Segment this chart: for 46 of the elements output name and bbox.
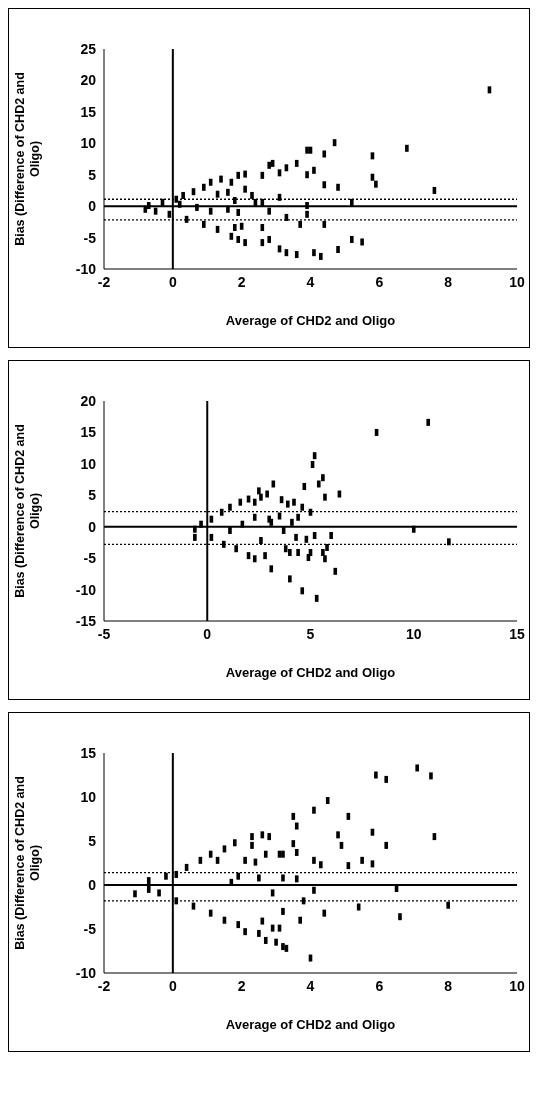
y-tick-label: -15 [75, 612, 97, 629]
x-tick-label: 10 [509, 977, 525, 994]
y-tick-label: -5 [83, 550, 97, 567]
y-tick-label: 5 [88, 166, 97, 183]
y-tick-label: -10 [75, 964, 97, 981]
x-axis-title: Average of CHD2 and Oligo [225, 313, 396, 328]
y-axis-title: Bias (Difference of CHD2 and Oligo) [12, 776, 42, 950]
y-tick-label: 10 [80, 455, 97, 472]
y-axis-title: Bias (Difference of CHD2 and Oligo) [12, 424, 42, 598]
x-tick-label: 6 [375, 273, 384, 290]
x-tick-label: 0 [203, 625, 212, 642]
x-tick-label: 15 [509, 625, 525, 642]
y-tick-label: -10 [75, 260, 97, 277]
x-tick-label: 10 [509, 273, 525, 290]
y-tick-label: 0 [88, 198, 97, 215]
x-tick-label: 6 [375, 977, 384, 994]
y-tick-label: 5 [88, 832, 97, 849]
y-tick-label: 5 [88, 487, 97, 504]
x-tick-label: 0 [168, 977, 177, 994]
y-tick-label: -10 [75, 581, 97, 598]
y-tick-label: 20 [80, 392, 97, 409]
y-tick-label: 15 [80, 424, 97, 441]
x-tick-label: -2 [97, 273, 111, 290]
y-tick-label: -5 [83, 920, 97, 937]
y-tick-label: 0 [88, 876, 97, 893]
x-axis-title: Average of CHD2 and Oligo [225, 1017, 396, 1032]
y-tick-label: 15 [80, 744, 97, 761]
x-tick-label: 4 [306, 273, 315, 290]
x-tick-label: 0 [168, 273, 177, 290]
x-tick-label: 8 [444, 977, 453, 994]
y-tick-label: 0 [88, 518, 97, 535]
x-axis-title: Average of CHD2 and Oligo [225, 665, 396, 680]
y-tick-label: 10 [80, 135, 97, 152]
x-tick-label: 4 [306, 977, 315, 994]
y-tick-label: 20 [80, 72, 97, 89]
x-tick-label: 10 [405, 625, 422, 642]
x-tick-label: 2 [237, 977, 246, 994]
y-tick-label: -5 [83, 229, 97, 246]
y-tick-label: 10 [80, 788, 97, 805]
x-tick-label: 5 [306, 625, 315, 642]
x-tick-label: -2 [97, 977, 111, 994]
x-tick-label: 2 [237, 273, 246, 290]
x-tick-label: 8 [444, 273, 453, 290]
y-tick-label: 25 [80, 40, 97, 57]
y-tick-label: 15 [80, 103, 97, 120]
y-axis-title: Bias (Difference of CHD2 and Oligo) [12, 72, 42, 246]
